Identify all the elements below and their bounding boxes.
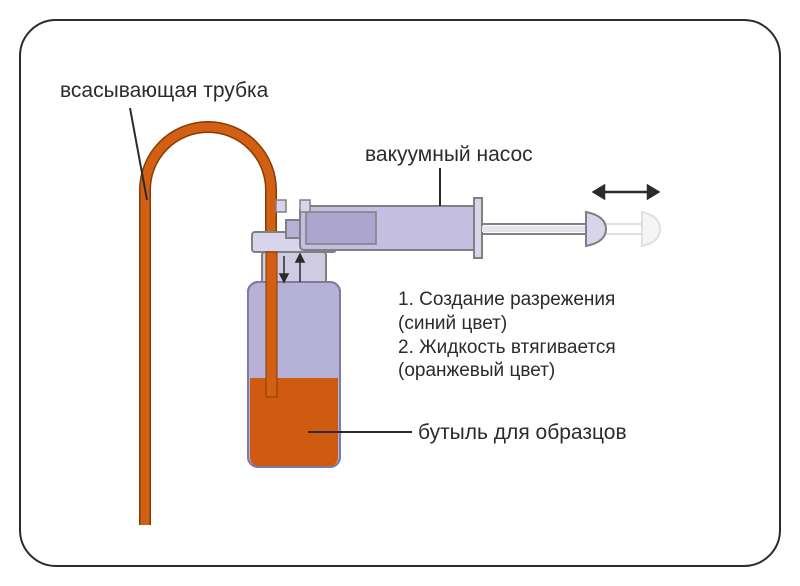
label-steps: 1. Создание разрежения (синий цвет) 2. Ж… — [398, 288, 616, 383]
label-sample-bottle: бутыль для образцов — [418, 420, 627, 446]
label-suction-tube: всасывающая трубка — [60, 78, 268, 104]
label-vacuum-pump: вакуумный насос — [365, 142, 533, 168]
